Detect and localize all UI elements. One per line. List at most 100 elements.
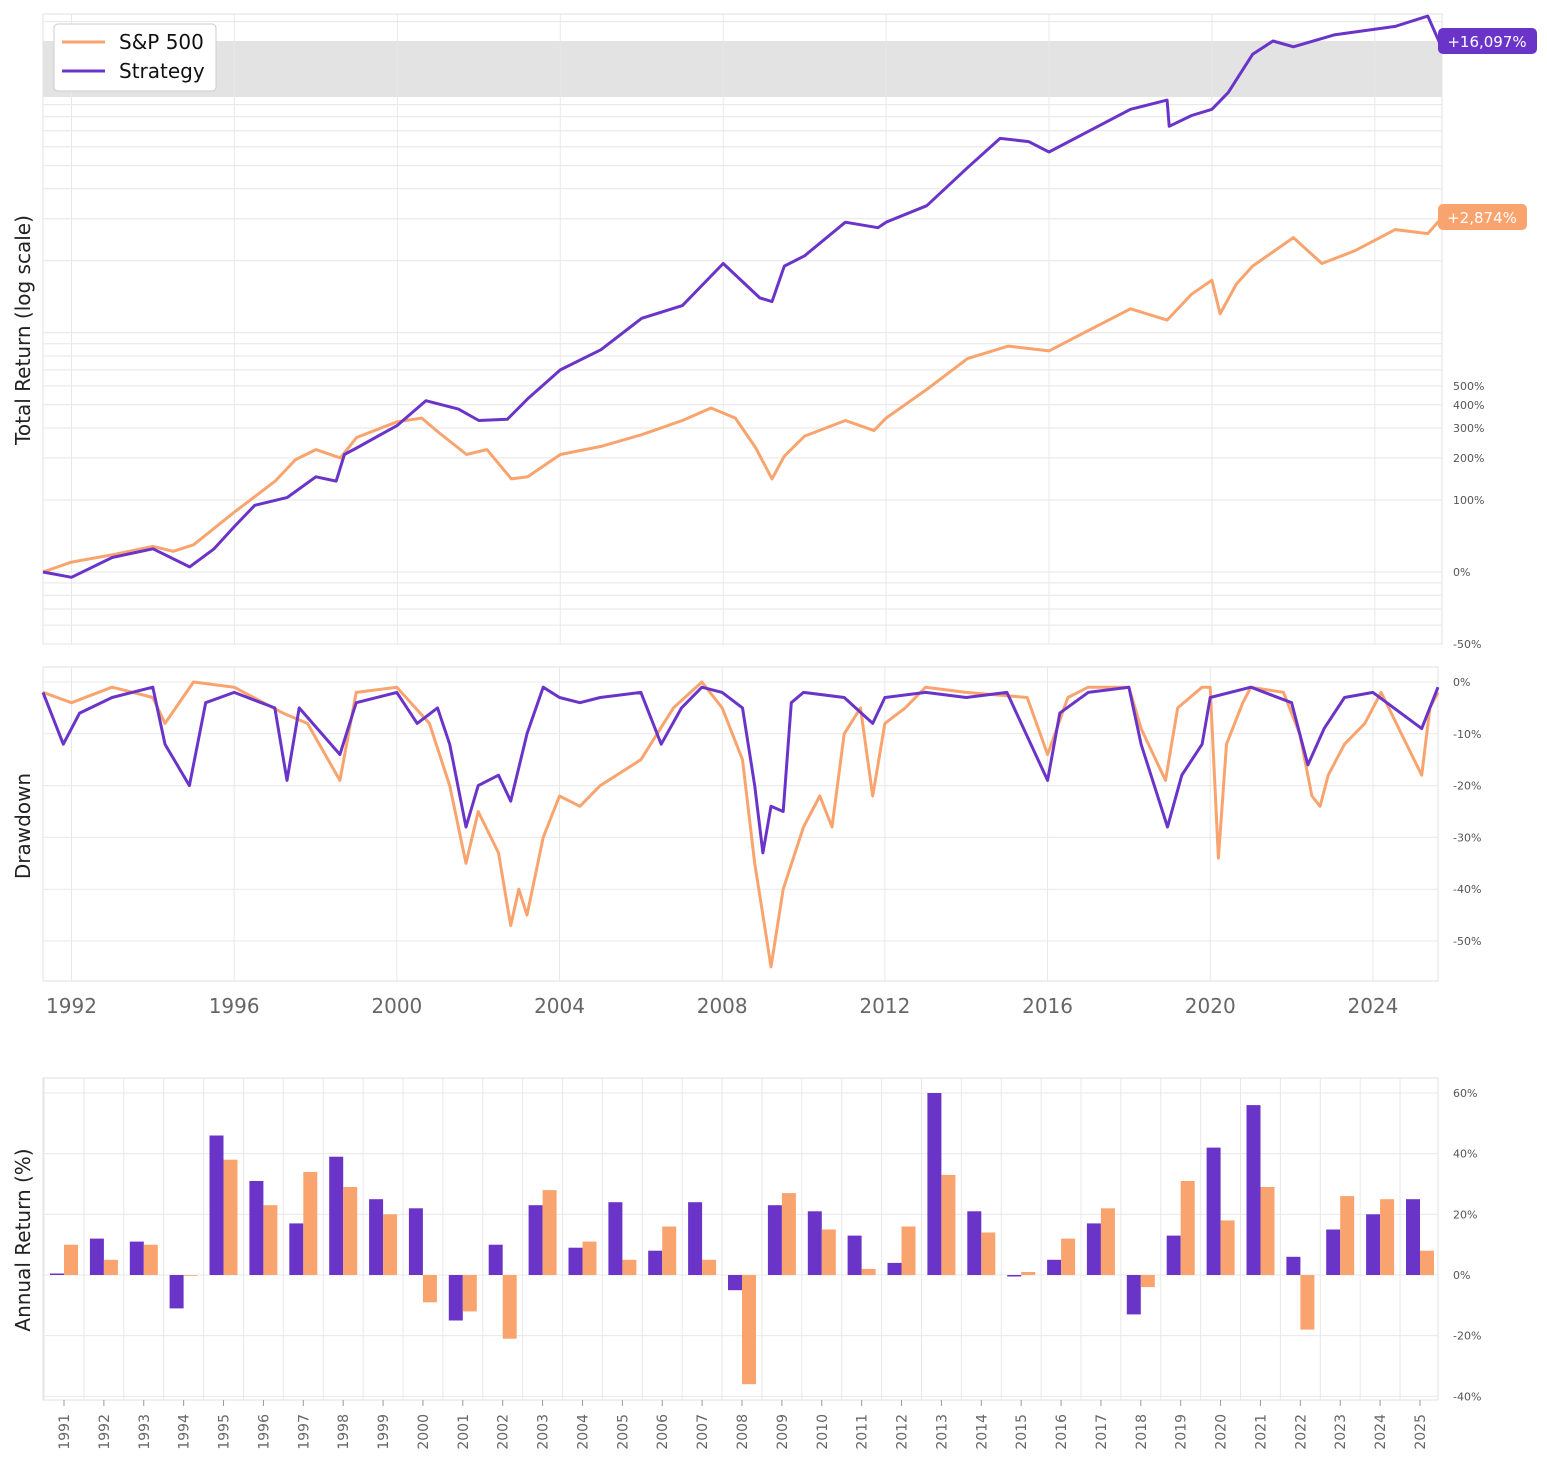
- x-tick-label: 2024: [1373, 1414, 1389, 1450]
- total-return-y-label: Total Return (log scale): [11, 215, 35, 446]
- bar-strategy-2020: [1206, 1147, 1221, 1275]
- drawdown-plot-area: [42, 666, 1439, 982]
- y-tick-label: 20%: [1453, 1208, 1477, 1221]
- x-tick-label: 1997: [296, 1414, 312, 1450]
- x-tick-label: 1994: [177, 1414, 193, 1450]
- x-tick-label: 2017: [1094, 1414, 1110, 1450]
- x-tick-label: 2004: [575, 1414, 591, 1450]
- y-tick-label: -30%: [1453, 831, 1481, 844]
- x-tick-label: 2015: [1014, 1414, 1030, 1450]
- bar-strategy-1994: [169, 1275, 184, 1309]
- bar-s-p-500-2011: [861, 1268, 876, 1275]
- x-tick-label: 2010: [815, 1414, 831, 1450]
- x-tick-label: 2019: [1174, 1414, 1190, 1450]
- bar-strategy-2022: [1286, 1256, 1301, 1275]
- x-tick-label: 2023: [1333, 1414, 1349, 1450]
- bar-strategy-2010: [807, 1211, 822, 1275]
- y-tick-label: 500%: [1453, 380, 1484, 393]
- bar-s-p-500-1997: [303, 1171, 318, 1275]
- drawdown-lines: [41, 680, 1440, 969]
- bar-s-p-500-1992: [103, 1259, 118, 1275]
- sp500-end-label-text: +2,874%: [1447, 209, 1517, 227]
- total-return-lines: [42, 14, 1442, 579]
- sp500-end-label: +2,874%: [1438, 204, 1527, 230]
- x-tick-label: 2020: [1214, 1414, 1230, 1450]
- y-tick-label: 40%: [1453, 1148, 1477, 1161]
- x-tick-label: 2009: [775, 1414, 791, 1450]
- y-tick-label: -20%: [1453, 1330, 1481, 1343]
- y-tick-label: -40%: [1453, 1390, 1481, 1403]
- bar-strategy-2004: [568, 1247, 583, 1275]
- bar-strategy-2009: [767, 1205, 782, 1275]
- drawdown-y-label: Drawdown: [11, 773, 35, 879]
- bar-s-p-500-2020: [1220, 1220, 1235, 1275]
- bar-strategy-2008: [728, 1275, 742, 1291]
- y-tick-label: 0%: [1453, 676, 1470, 689]
- bar-s-p-500-2009: [781, 1193, 796, 1275]
- x-tick-label: 2000: [371, 994, 422, 1018]
- bar-s-p-500-2002: [502, 1275, 517, 1339]
- y-tick-label: -40%: [1453, 883, 1481, 896]
- x-tick-label: 2016: [1054, 1414, 1070, 1450]
- y-tick-label: 100%: [1453, 494, 1484, 507]
- bar-s-p-500-2019: [1180, 1181, 1195, 1275]
- bar-strategy-2001: [448, 1275, 463, 1321]
- x-tick-label: 2018: [1134, 1414, 1150, 1450]
- y-tick-label: -50%: [1453, 638, 1481, 651]
- x-tick-label: 2020: [1185, 994, 1236, 1018]
- bar-strategy-2003: [528, 1205, 543, 1275]
- total-return-grid: [43, 14, 1442, 645]
- bar-strategy-1992: [89, 1238, 104, 1275]
- bar-s-p-500-2015: [1021, 1272, 1036, 1275]
- bar-s-p-500-2022: [1300, 1275, 1315, 1330]
- bar-s-p-500-1998: [343, 1187, 358, 1275]
- x-tick-label: 1995: [217, 1414, 233, 1450]
- bar-s-p-500-2007: [702, 1259, 717, 1275]
- strategy-end-label: +16,097%: [1438, 28, 1537, 54]
- sp500-end-label-bg: [1438, 204, 1527, 230]
- x-tick-label: 2012: [859, 994, 910, 1018]
- bar-s-p-500-2005: [622, 1259, 637, 1275]
- bar-s-p-500-2010: [821, 1229, 836, 1275]
- y-tick-label: 0%: [1453, 566, 1470, 579]
- x-tick-label: 2012: [895, 1414, 911, 1450]
- annual-return-x-ticks: 1991 1992 1993 1994 1995 1996 1997 1998 1999 2000…: [57, 1400, 1429, 1450]
- bar-s-p-500-1994: [183, 1275, 198, 1276]
- legend: S&P 500 Strategy: [53, 23, 217, 92]
- annual-return-y-label: Annual Return (%): [11, 1148, 35, 1331]
- bar-strategy-2012: [887, 1262, 902, 1275]
- bar-s-p-500-2003: [542, 1190, 557, 1275]
- x-tick-label: 2021: [1253, 1414, 1269, 1450]
- drawdown-y-ticks: 0% -10% -20% -30% -40% -50%: [1453, 676, 1481, 948]
- bar-strategy-1993: [129, 1241, 144, 1275]
- bar-strategy-2016: [1047, 1259, 1062, 1275]
- bar-s-p-500-2004: [582, 1241, 597, 1275]
- x-tick-label: 2000: [416, 1414, 432, 1450]
- x-tick-label: 2008: [735, 1414, 751, 1450]
- drawdown-panel: 0% -10% -20% -30% -40% -50% 1992 1996 2000 2004 2…: [11, 666, 1481, 1018]
- x-tick-label: 2007: [695, 1414, 711, 1450]
- bar-s-p-500-2013: [941, 1174, 956, 1275]
- x-tick-label: 1991: [57, 1414, 73, 1450]
- bar-s-p-500-2008: [742, 1275, 756, 1385]
- x-tick-label: 2005: [615, 1414, 631, 1450]
- bar-s-p-500-2006: [662, 1226, 677, 1275]
- x-tick-label: 2002: [496, 1414, 512, 1450]
- x-tick-label: 2003: [536, 1414, 552, 1450]
- x-tick-label: 2011: [855, 1414, 871, 1450]
- bar-s-p-500-2025: [1420, 1250, 1434, 1275]
- annual-return-panel: 60% 40% 20% 0% -20% -40% 1991 1992 1993 1994 1995…: [11, 1077, 1481, 1450]
- y-tick-label: 0%: [1453, 1269, 1470, 1282]
- line-strategy: [41, 685, 1440, 855]
- bar-strategy-2021: [1246, 1105, 1261, 1275]
- bar-s-p-500-1996: [263, 1205, 278, 1275]
- line-s-p-500: [42, 218, 1442, 574]
- bar-s-p-500-2016: [1061, 1238, 1076, 1275]
- y-tick-label: -10%: [1453, 728, 1481, 741]
- bar-strategy-2013: [927, 1093, 942, 1275]
- x-tick-label: 2004: [534, 994, 585, 1018]
- bar-strategy-2002: [488, 1244, 503, 1275]
- annual-return-bars: [50, 1093, 1434, 1385]
- y-tick-label: 300%: [1453, 422, 1484, 435]
